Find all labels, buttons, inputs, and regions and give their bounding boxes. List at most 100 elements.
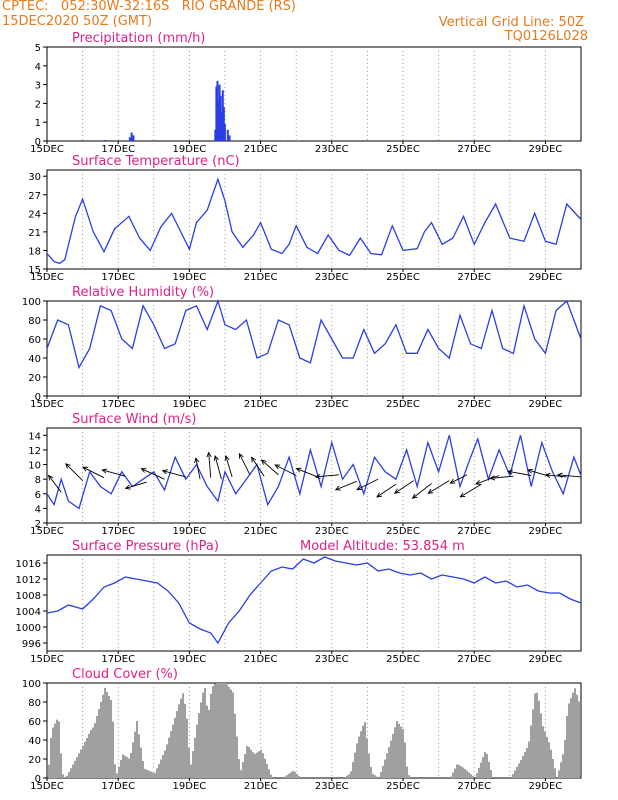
precip-bar	[103, 140, 106, 141]
wind-arrow	[65, 463, 83, 481]
wind-arrow	[507, 470, 532, 476]
y-tick-label: 100	[22, 679, 41, 690]
cloud-bar	[152, 772, 154, 778]
wind-arrow-head	[459, 492, 466, 498]
panel-title: Relative Humidity (%)	[72, 285, 214, 300]
wind-arrow	[195, 458, 201, 480]
x-tick-label: 21DEC	[244, 399, 278, 410]
wind-arrow-head	[427, 488, 434, 494]
cloud-bar	[246, 746, 248, 778]
cloud-bar	[198, 713, 200, 778]
wind-arrow-head	[334, 485, 341, 491]
wind-arrow	[475, 475, 500, 485]
cloud-bar	[48, 764, 50, 778]
cloud-bar	[174, 717, 176, 778]
wind-arrow	[460, 483, 482, 498]
cloud-bar	[216, 683, 218, 778]
wind-arrow	[225, 455, 233, 478]
x-tick-label: 29DEC	[529, 399, 563, 410]
cloud-bar	[296, 773, 298, 778]
cloud-bar	[528, 741, 530, 778]
cloud-bar	[298, 776, 300, 778]
cloud-bar	[52, 727, 54, 778]
header-model-id: TQ0126L028	[504, 29, 588, 44]
series-line	[46, 435, 582, 510]
x-tick-label: 21DEC	[244, 272, 278, 283]
cloud-bar	[388, 747, 390, 778]
cloud-bar	[456, 764, 458, 778]
cloud-bar	[526, 747, 528, 778]
cloud-bar	[292, 770, 294, 778]
wind-arrow	[376, 483, 397, 498]
precip-bar	[222, 107, 225, 141]
cloud-bar	[476, 773, 478, 778]
wind-arrow	[239, 453, 251, 475]
cloud-bar	[468, 772, 470, 778]
panel-title: Surface Pressure (hPa)	[72, 539, 219, 554]
y-tick-label: 40	[28, 736, 41, 747]
x-tick-label: 15DEC	[30, 654, 64, 665]
cloud-bar	[232, 692, 234, 778]
wind-arrow	[274, 464, 297, 476]
wind-arrow	[48, 475, 62, 493]
y-tick-label: 20	[28, 755, 41, 766]
panel-subtitle: Model Altitude: 53.854 m	[300, 539, 465, 554]
cloud-bar	[138, 734, 140, 778]
x-tick-label: 19DEC	[173, 272, 207, 283]
precip-bar	[296, 140, 299, 141]
x-tick-label: 17DEC	[101, 399, 135, 410]
cloud-bar	[62, 774, 64, 778]
x-tick-label: 17DEC	[101, 144, 135, 155]
wind-arrow-head	[161, 469, 168, 475]
wind-arrow-head	[411, 493, 418, 499]
cloud-bar	[488, 761, 490, 778]
cloud-bar	[110, 699, 112, 778]
series-line	[46, 556, 582, 645]
cloud-bar	[454, 768, 456, 778]
series-line	[46, 298, 582, 370]
x-tick-label: 15DEC	[30, 272, 64, 283]
cloud-bar	[578, 701, 580, 778]
y-tick-label: 14	[28, 431, 41, 442]
y-tick-label: 1	[35, 118, 41, 129]
cloud-bar	[490, 769, 492, 778]
cloud-bar	[270, 774, 272, 778]
cloud-bar	[532, 709, 534, 778]
wind-arrow-head	[238, 452, 244, 459]
wind-arrow-head	[124, 484, 131, 490]
cloud-bar	[54, 723, 56, 778]
cloud-bar	[190, 764, 192, 778]
x-tick-label: 17DEC	[101, 272, 135, 283]
y-tick-label: 18	[28, 246, 41, 257]
y-tick-label: 4	[35, 62, 41, 73]
cloud-bar	[66, 775, 68, 778]
cloud-bar	[156, 768, 158, 778]
cloud-bar	[182, 693, 184, 778]
cloud-bar	[346, 775, 348, 778]
cloud-bar	[530, 725, 532, 778]
cloud-bar	[460, 766, 462, 778]
precip-bar	[459, 140, 462, 141]
cloud-bar	[290, 772, 292, 778]
cloud-bar	[284, 776, 286, 778]
wind-arrow-head	[393, 488, 400, 494]
cloud-bar	[452, 772, 454, 778]
cloud-bar	[128, 758, 130, 778]
cloud-bar	[256, 752, 258, 778]
precip-bar	[220, 112, 223, 141]
precip-bar	[556, 140, 559, 141]
panel-1	[43, 46, 582, 144]
panel-6	[43, 682, 582, 781]
cloud-bar	[546, 736, 548, 778]
cloud-bar	[208, 709, 210, 778]
wind-arrow	[208, 452, 212, 478]
cloud-bar	[220, 683, 222, 778]
cloud-bar	[166, 744, 168, 778]
y-tick-label: 10	[28, 461, 41, 472]
x-tick-label: 19DEC	[173, 781, 207, 792]
y-tick-label: 3	[35, 81, 41, 92]
cloud-bar	[572, 692, 574, 778]
cloud-bar	[112, 721, 114, 778]
x-tick-label: 21DEC	[244, 144, 278, 155]
